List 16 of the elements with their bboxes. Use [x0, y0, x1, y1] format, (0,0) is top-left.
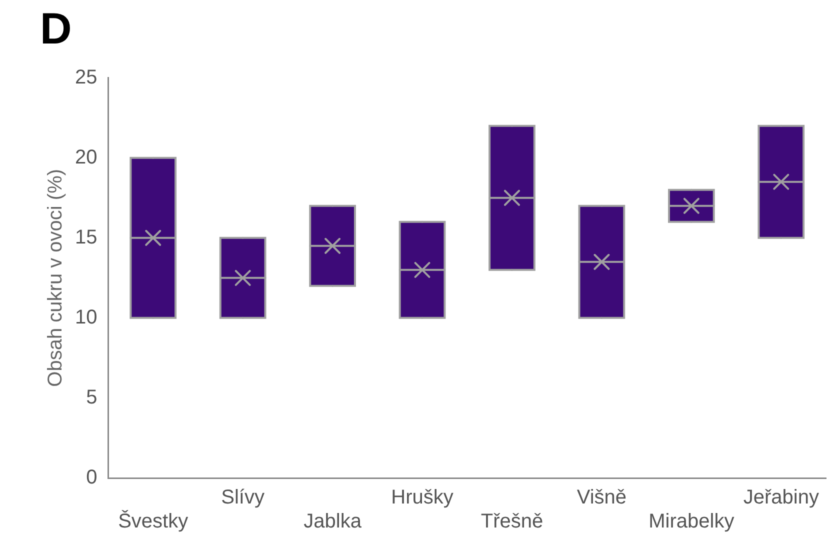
x-tick-label: Mirabelky — [648, 510, 734, 533]
x-tick-label: Hrušky — [391, 486, 454, 509]
x-tick-label: Švestky — [118, 510, 188, 533]
y-tick-label: 0 — [86, 466, 98, 489]
x-tick-label: Jablka — [304, 510, 362, 533]
y-tick-label: 5 — [86, 386, 98, 408]
y-tick-label: 15 — [74, 226, 98, 248]
chart-title: D — [40, 4, 72, 54]
y-tick-label: 10 — [74, 306, 98, 328]
y-tick-label: 25 — [74, 66, 98, 88]
x-tick-label: Višně — [576, 486, 627, 509]
x-tick-label: Slívy — [221, 486, 264, 509]
y-axis-title: Obsah cukru v ovoci (%) — [44, 168, 67, 387]
x-tick-label: Jeřabiny — [743, 486, 819, 509]
x-tick-label: Třešně — [480, 510, 544, 533]
y-tick-label: 20 — [74, 146, 98, 168]
